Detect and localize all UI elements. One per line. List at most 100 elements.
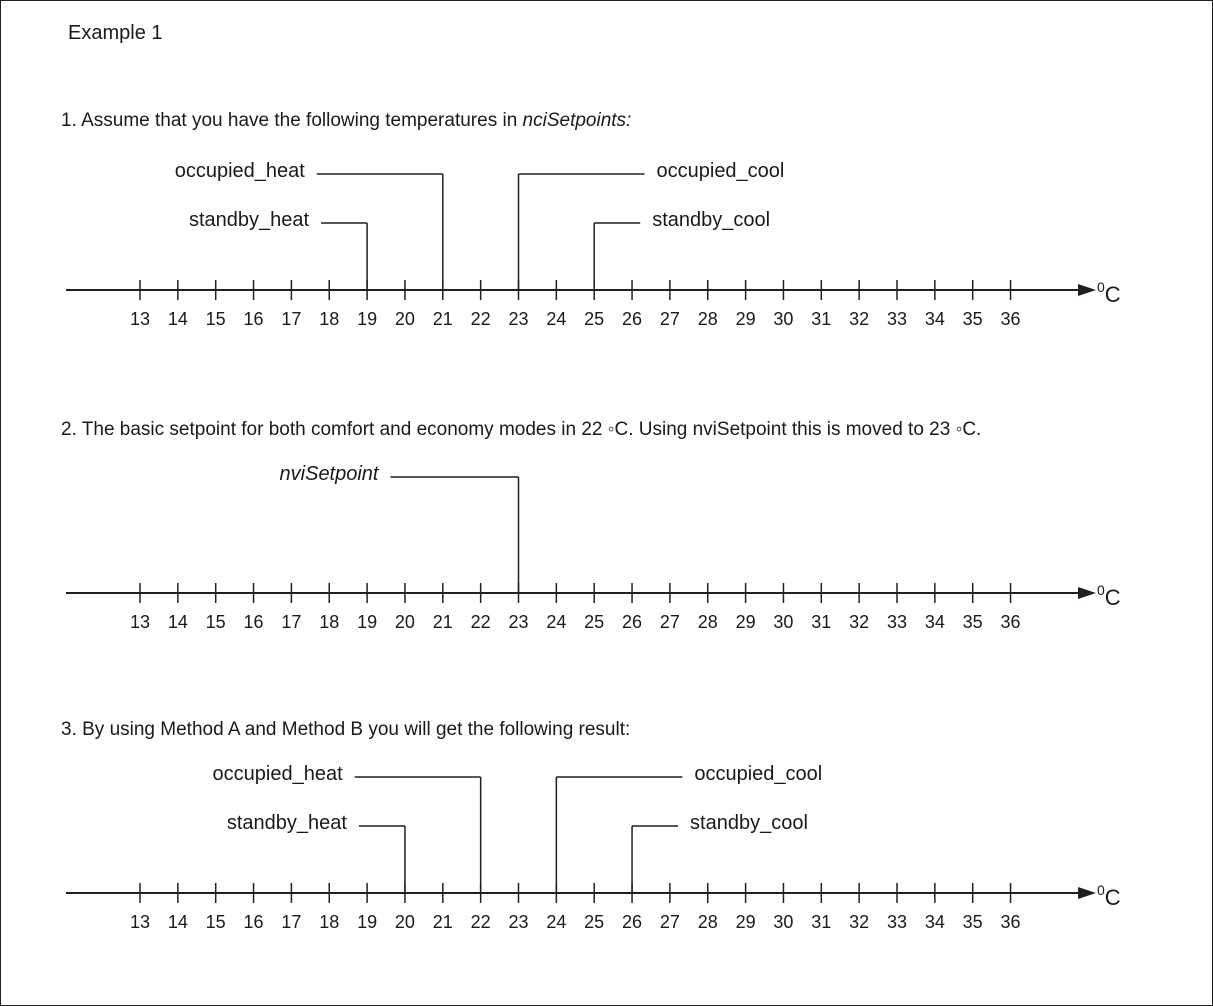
- tick-label: 21: [433, 612, 453, 632]
- axis-arrow: [1078, 587, 1096, 599]
- step-1-prefix: 1. Assume that you have the following te…: [61, 110, 523, 131]
- tick-label: 36: [1001, 912, 1021, 932]
- tick-label: 19: [357, 912, 377, 932]
- tick-label: 32: [849, 912, 869, 932]
- tick-label: 33: [887, 912, 907, 932]
- tick-label: 20: [395, 912, 415, 932]
- tick-label: 23: [508, 612, 528, 632]
- tick-label: 27: [660, 612, 680, 632]
- tick-label: 16: [244, 612, 264, 632]
- example-title: Example 1: [68, 22, 163, 44]
- tick-label: 15: [206, 612, 226, 632]
- tick-label: 34: [925, 912, 945, 932]
- marker-label-standby-cool: standby_cool: [690, 812, 808, 834]
- tick-label: 35: [963, 912, 983, 932]
- tick-label: 13: [130, 309, 150, 329]
- tick-label: 26: [622, 912, 642, 932]
- tick-label: 26: [622, 612, 642, 632]
- unit-label: 0C: [1097, 279, 1121, 307]
- tick-label: 14: [168, 912, 188, 932]
- unit-letter: C: [1105, 585, 1121, 610]
- tick-label: 31: [811, 612, 831, 632]
- tick-label: 18: [319, 612, 339, 632]
- tick-label: 21: [433, 309, 453, 329]
- unit-label: 0C: [1097, 882, 1121, 910]
- tick-label: 26: [622, 309, 642, 329]
- step-2-text: 2. The basic setpoint for both comfort a…: [61, 419, 982, 440]
- tick-label: 31: [811, 912, 831, 932]
- tick-label: 17: [281, 912, 301, 932]
- tick-label: 29: [736, 912, 756, 932]
- tick-label: 21: [433, 912, 453, 932]
- step-1-text: 1. Assume that you have the following te…: [61, 110, 631, 132]
- marker-label-occupied-heat: occupied_heat: [212, 763, 343, 785]
- tick-label: 19: [357, 309, 377, 329]
- tick-label: 15: [206, 309, 226, 329]
- tick-label: 18: [319, 309, 339, 329]
- tick-label: 30: [773, 309, 793, 329]
- tick-label: 36: [1001, 612, 1021, 632]
- tick-label: 32: [849, 309, 869, 329]
- tick-label: 30: [773, 612, 793, 632]
- tick-label: 16: [244, 309, 264, 329]
- tick-label: 33: [887, 612, 907, 632]
- tick-label: 20: [395, 612, 415, 632]
- tick-label: 30: [773, 912, 793, 932]
- tick-label: 13: [130, 912, 150, 932]
- tick-label: 24: [546, 912, 566, 932]
- tick-label: 25: [584, 612, 604, 632]
- tick-label: 36: [1001, 309, 1021, 329]
- unit-superscript: 0: [1097, 882, 1105, 898]
- tick-label: 29: [736, 309, 756, 329]
- step-1-italic: nciSetpoints:: [522, 110, 632, 131]
- unit-superscript: 0: [1097, 582, 1105, 598]
- unit-label: 0C: [1097, 582, 1121, 610]
- tick-label: 18: [319, 912, 339, 932]
- unit-letter: C: [1105, 885, 1121, 910]
- tick-label: 33: [887, 309, 907, 329]
- tick-label: 32: [849, 612, 869, 632]
- tick-label: 24: [546, 612, 566, 632]
- tick-label: 19: [357, 612, 377, 632]
- tick-label: 28: [698, 309, 718, 329]
- tick-label: 34: [925, 612, 945, 632]
- marker-label-occupied-cool: occupied_cool: [656, 160, 785, 182]
- tick-label: 25: [584, 912, 604, 932]
- marker-label-nviSetpoint: nviSetpoint: [279, 463, 379, 485]
- tick-label: 28: [698, 612, 718, 632]
- tick-label: 16: [244, 912, 264, 932]
- tick-label: 29: [736, 612, 756, 632]
- marker-label-occupied-heat: occupied_heat: [174, 160, 305, 182]
- tick-label: 14: [168, 612, 188, 632]
- unit-letter: C: [1105, 282, 1121, 307]
- tick-label: 17: [281, 309, 301, 329]
- tick-label: 27: [660, 912, 680, 932]
- tick-label: 22: [471, 309, 491, 329]
- tick-label: 34: [925, 309, 945, 329]
- tick-label: 31: [811, 309, 831, 329]
- marker-label-occupied-cool: occupied_cool: [694, 763, 823, 785]
- axis-arrow: [1078, 284, 1096, 296]
- tick-label: 23: [508, 309, 528, 329]
- step-3-text: 3. By using Method A and Method B you wi…: [61, 719, 631, 740]
- marker-label-standby-heat: standby_heat: [189, 209, 310, 231]
- tick-label: 35: [963, 309, 983, 329]
- tick-label: 22: [471, 912, 491, 932]
- tick-label: 23: [508, 912, 528, 932]
- tick-label: 25: [584, 309, 604, 329]
- tick-label: 24: [546, 309, 566, 329]
- tick-label: 27: [660, 309, 680, 329]
- tick-label: 22: [471, 612, 491, 632]
- marker-label-standby-cool: standby_cool: [652, 209, 771, 231]
- tick-label: 13: [130, 612, 150, 632]
- unit-superscript: 0: [1097, 279, 1105, 295]
- tick-label: 28: [698, 912, 718, 932]
- axis-arrow: [1078, 887, 1096, 899]
- tick-label: 17: [281, 612, 301, 632]
- tick-label: 20: [395, 309, 415, 329]
- tick-label: 15: [206, 912, 226, 932]
- marker-label-standby-heat: standby_heat: [226, 812, 347, 834]
- tick-label: 35: [963, 612, 983, 632]
- tick-label: 14: [168, 309, 188, 329]
